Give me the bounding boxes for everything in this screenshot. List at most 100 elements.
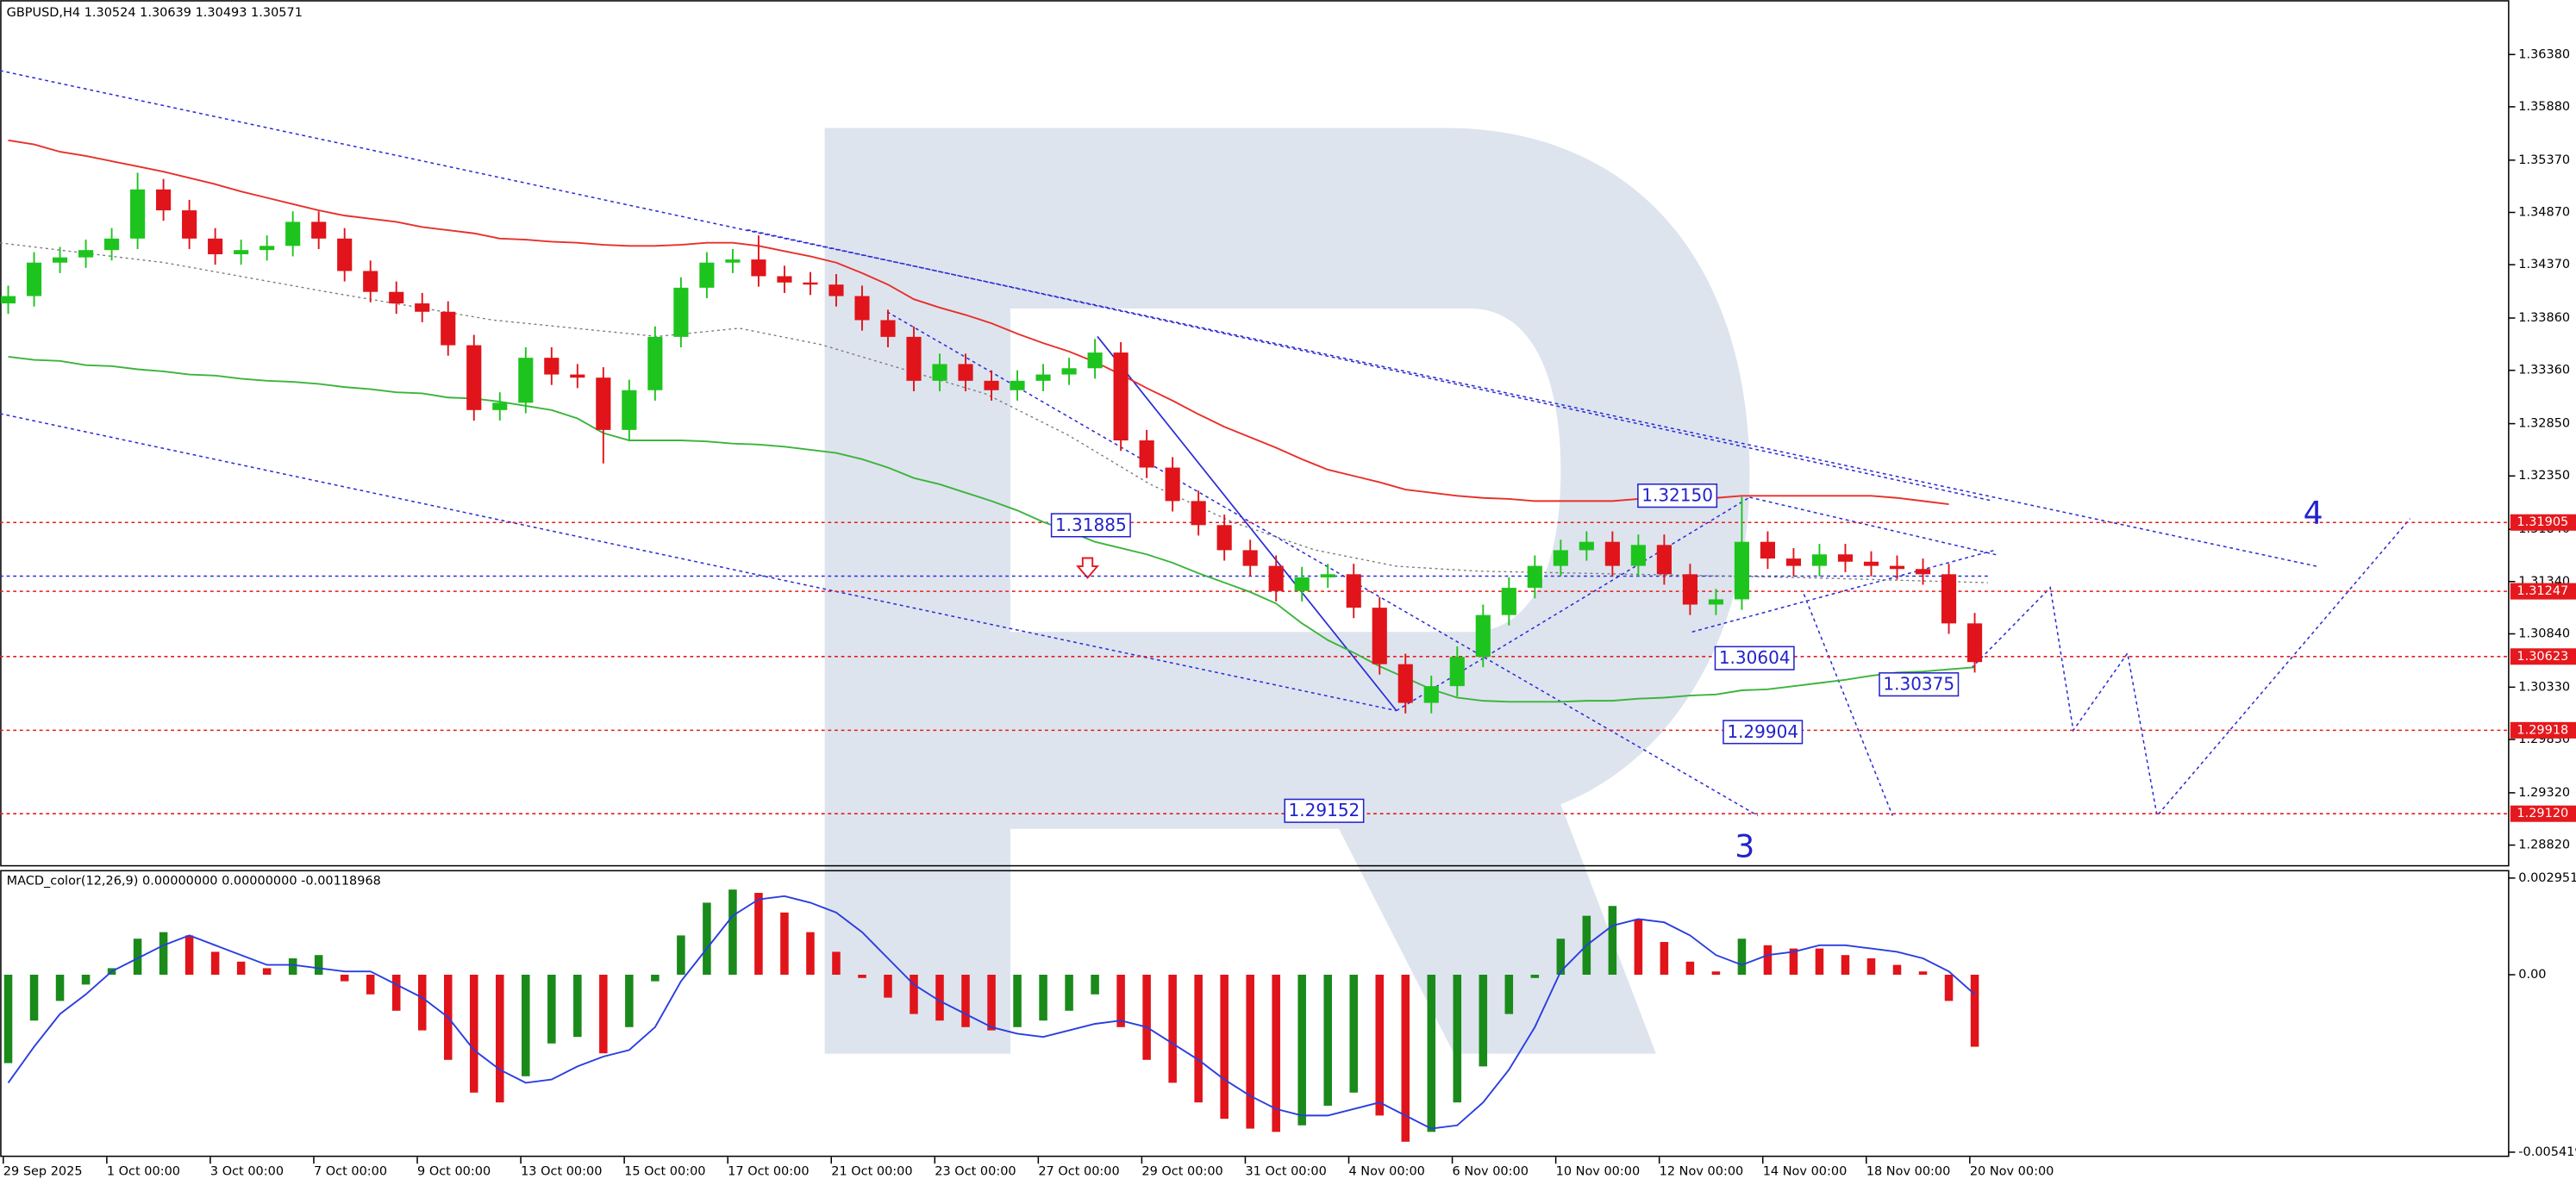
candle-body (1760, 541, 1776, 559)
macd-bar (210, 951, 220, 976)
y-tick-label: 0.0029514 (2518, 871, 2576, 885)
candle-body (1734, 541, 1750, 600)
macd-bar (858, 975, 866, 978)
macd-bar (1116, 975, 1125, 1027)
candle-body (1113, 352, 1129, 441)
candle-body (647, 336, 663, 390)
macd-bar (1892, 964, 1902, 976)
y-tick-label: 1.33860 (2518, 311, 2570, 325)
macd-bar (1556, 939, 1566, 976)
macd-bar (159, 932, 168, 976)
candle-body (1449, 657, 1465, 687)
candle-body (492, 402, 508, 410)
candle-body (1216, 525, 1232, 551)
candle-body (699, 262, 715, 288)
macd-bar (417, 975, 427, 1031)
macd-bar (1375, 975, 1385, 1116)
candle-body (234, 250, 249, 255)
macd-bar (340, 975, 349, 982)
price-label-box (1050, 513, 1131, 538)
macd-bar (314, 955, 323, 976)
candle-body (26, 262, 42, 296)
candle-body (1811, 554, 1828, 566)
macd-bar (1789, 948, 1798, 976)
candle-body (389, 291, 404, 304)
x-tick-label: 20 Nov 00:00 (1970, 1165, 2054, 1179)
candle-body (415, 303, 430, 312)
macd-bar (1763, 945, 1773, 976)
x-tick-label: 13 Oct 00:00 (521, 1165, 602, 1179)
price-label-box (1723, 720, 1804, 745)
candle-body (1579, 541, 1594, 551)
price-tag-label: 1.29120 (2517, 807, 2568, 820)
macd-bar (961, 975, 970, 1027)
macd-bar (366, 975, 375, 995)
candle-body (1035, 374, 1051, 381)
price-label: 1.29152 (1289, 800, 1360, 820)
candle-body (130, 189, 146, 239)
macd-panel-frame (0, 870, 2510, 1157)
moving-average (8, 139, 1949, 505)
macd-bar (522, 975, 530, 1076)
macd-bar (832, 951, 841, 976)
candle-body (1268, 565, 1284, 591)
x-tick-label: 10 Nov 00:00 (1556, 1165, 1641, 1179)
candle-body (0, 296, 16, 304)
candle-body (906, 336, 922, 381)
moving-average (8, 355, 1975, 703)
candle-body (104, 238, 120, 251)
price-label: 1.31885 (1055, 515, 1127, 535)
price-label: 1.30604 (1719, 647, 1791, 668)
candle-body (1915, 569, 1931, 575)
x-tick-label: 9 Oct 00:00 (417, 1165, 491, 1179)
chart-title: GBPUSD,H4 1.30524 1.30639 1.30493 1.3057… (7, 6, 303, 20)
price-label: 1.30375 (1883, 674, 1954, 695)
candle-body (570, 374, 585, 378)
macd-bar (1530, 975, 1540, 978)
candle-body (1346, 574, 1361, 608)
candle-body (1966, 623, 1983, 663)
macd-bar (547, 975, 556, 1044)
candle-body (984, 380, 999, 390)
candle-body (1501, 588, 1516, 615)
macd-bar (1427, 975, 1436, 1132)
signal-line (7, 895, 1976, 1130)
macd-bar (935, 975, 944, 1021)
y-tick-label: 1.29320 (2518, 786, 2570, 800)
candle-body (596, 377, 611, 430)
trend-line (0, 413, 1397, 712)
candle-body (52, 257, 68, 263)
macd-bar (1091, 975, 1099, 995)
macd-bar (1297, 975, 1306, 1126)
macd-bar (1479, 975, 1488, 1067)
macd-bar (1401, 975, 1410, 1142)
x-tick-label: 27 Oct 00:00 (1038, 1165, 1119, 1179)
candle-body (1320, 574, 1335, 577)
trend-line (747, 228, 1991, 502)
x-tick-label: 4 Nov 00:00 (1349, 1165, 1425, 1179)
candle-body (1397, 664, 1413, 703)
macd-bar (1194, 975, 1203, 1103)
macd-bar (1815, 948, 1824, 976)
price-tag-label: 1.31905 (2517, 515, 2568, 529)
candle-body (1682, 574, 1698, 605)
macd-bar (236, 961, 246, 976)
trend-line (1803, 594, 1893, 816)
candle-body (803, 282, 818, 285)
price-label-box (1637, 483, 1718, 508)
candle-body (441, 311, 456, 346)
macd-bar (884, 975, 892, 998)
x-tick-label: 29 Sep 2025 (3, 1165, 83, 1179)
price-label-box (1714, 646, 1795, 670)
x-tick-label: 17 Oct 00:00 (728, 1165, 809, 1179)
macd-bar (1841, 955, 1850, 976)
candle-body (1527, 565, 1542, 589)
price-tag-label: 1.29918 (2517, 723, 2568, 737)
y-tick-label: 1.34370 (2518, 258, 2570, 271)
y-tick-label: 1.30330 (2518, 680, 2570, 694)
candle-body (518, 358, 534, 403)
candle-body (156, 189, 172, 211)
macd-bar (1866, 958, 1876, 976)
price-label-box (1284, 798, 1365, 823)
candle-body (1553, 550, 1568, 566)
